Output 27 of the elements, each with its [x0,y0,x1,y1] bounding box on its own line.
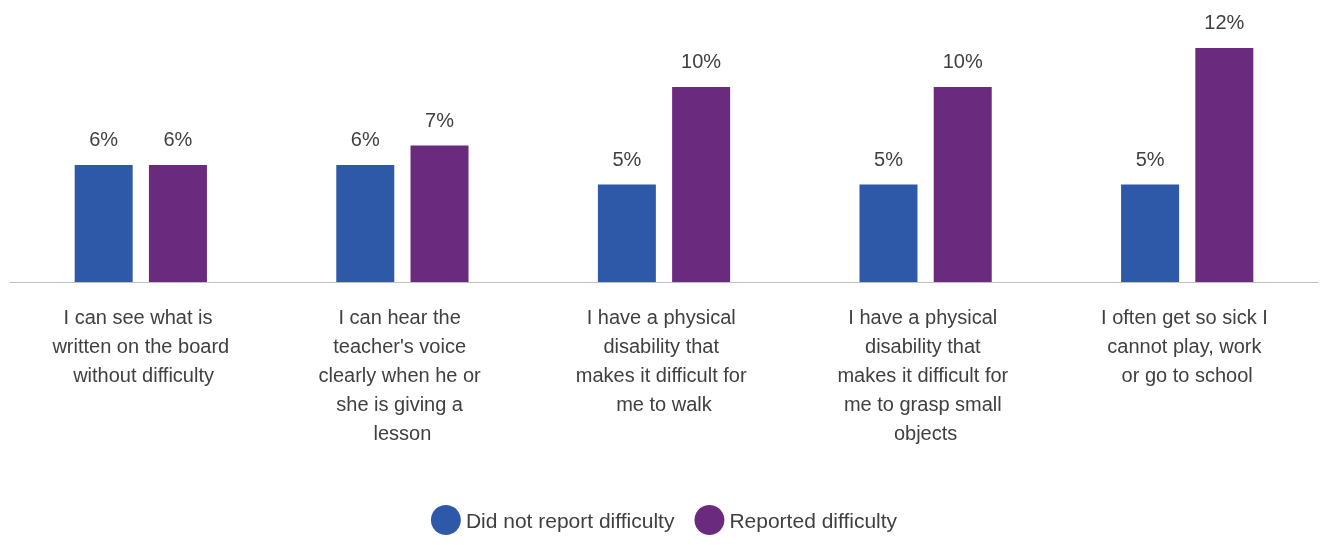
data-label: 5% [1135,147,1165,170]
legend-label: Did not report difficulty [465,508,675,532]
data-label: 10% [681,50,722,72]
bar [410,145,469,282]
data-label: 7% [425,108,455,131]
data-label: 6% [163,128,193,150]
data-label: 6% [350,128,380,150]
x-tick-label: I can see what is written on the board without difficulty [51,305,230,386]
x-tick-label: I have a physical disability that makes it difficult for me to walk [575,305,753,415]
bar [597,184,656,282]
data-label: 6% [89,128,119,150]
data-label: 5% [874,147,904,170]
data-label: 5% [612,147,642,170]
legend-label: Reported difficulty [729,508,898,532]
bar [148,165,207,282]
bar [1195,48,1254,282]
bar [1121,184,1180,282]
x-tick-label: I can hear the teacher's voice clearly when he or she is giving a lesson [318,305,487,444]
data-label: 12% [1204,11,1245,33]
data-label: 10% [942,50,983,72]
bar [859,184,918,282]
bar [933,87,992,282]
bar [336,165,395,282]
bar [672,87,731,282]
x-tick-label: I often get so sick I cannot play, work or go to school [1101,305,1274,386]
bar [74,165,133,282]
x-tick-label: I have a physical disability that makes it difficult for me to grasp small objects [837,305,1014,444]
